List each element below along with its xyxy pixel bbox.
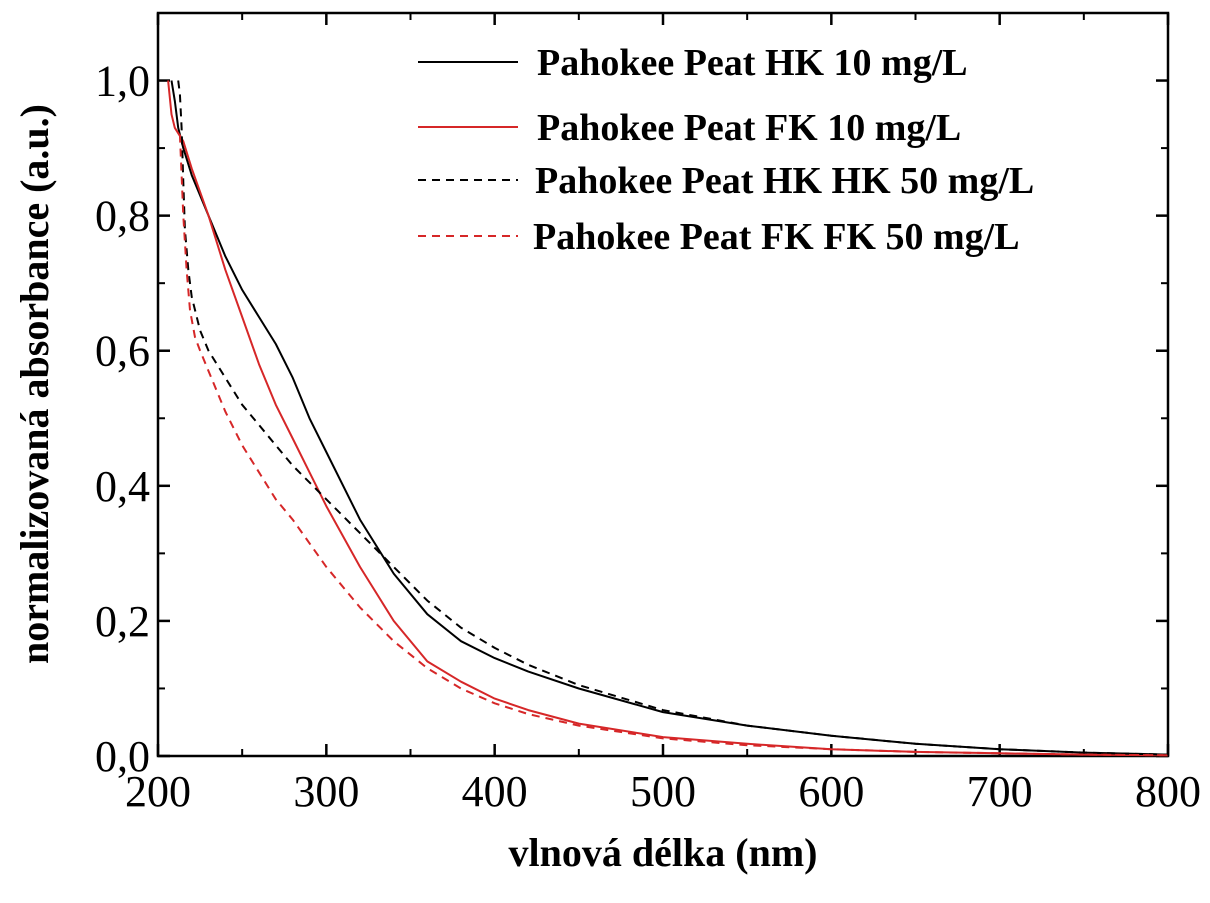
series-layer [167, 80, 1169, 757]
y-tick-label: 0,6 [95, 327, 150, 376]
y-tick-label: 1,0 [95, 57, 150, 106]
series-line-2 [177, 80, 1169, 756]
legend: Pahokee Peat HK 10 mg/L Pahokee Peat FK 1… [418, 42, 1034, 258]
y-tick-label: 0,2 [95, 597, 150, 646]
x-tick-label: 500 [630, 767, 696, 816]
legend-label-1: Pahokee Peat FK 10 mg/L [537, 107, 961, 149]
x-tick-label: 300 [293, 767, 359, 816]
x-tick-label: 800 [1135, 767, 1201, 816]
series-line-3 [178, 134, 1169, 757]
legend-label-0: Pahokee Peat HK 10 mg/L [537, 42, 968, 84]
y-axis-title: normalizovaná absorbance (a.u.) [12, 104, 57, 664]
y-tick-label: 0,4 [95, 462, 150, 511]
legend-label-2: Pahokee Peat HK HK 50 mg/L [535, 160, 1034, 202]
x-axis-title: vlnová délka (nm) [509, 830, 818, 875]
x-tick-label: 200 [125, 767, 191, 816]
x-tick-label: 400 [462, 767, 528, 816]
x-axis-ticks: 200 300 400 500 600 700 800 [125, 13, 1201, 816]
x-tick-label: 700 [967, 767, 1033, 816]
y-tick-label: 0,8 [95, 192, 150, 241]
y-axis-ticks: 0,0 0,2 0,4 0,6 0,8 1,0 [95, 12, 1168, 781]
y-tick-label: 0,0 [95, 732, 150, 781]
legend-label-3: Pahokee Peat FK FK 50 mg/L [533, 216, 1020, 258]
x-tick-label: 600 [798, 767, 864, 816]
